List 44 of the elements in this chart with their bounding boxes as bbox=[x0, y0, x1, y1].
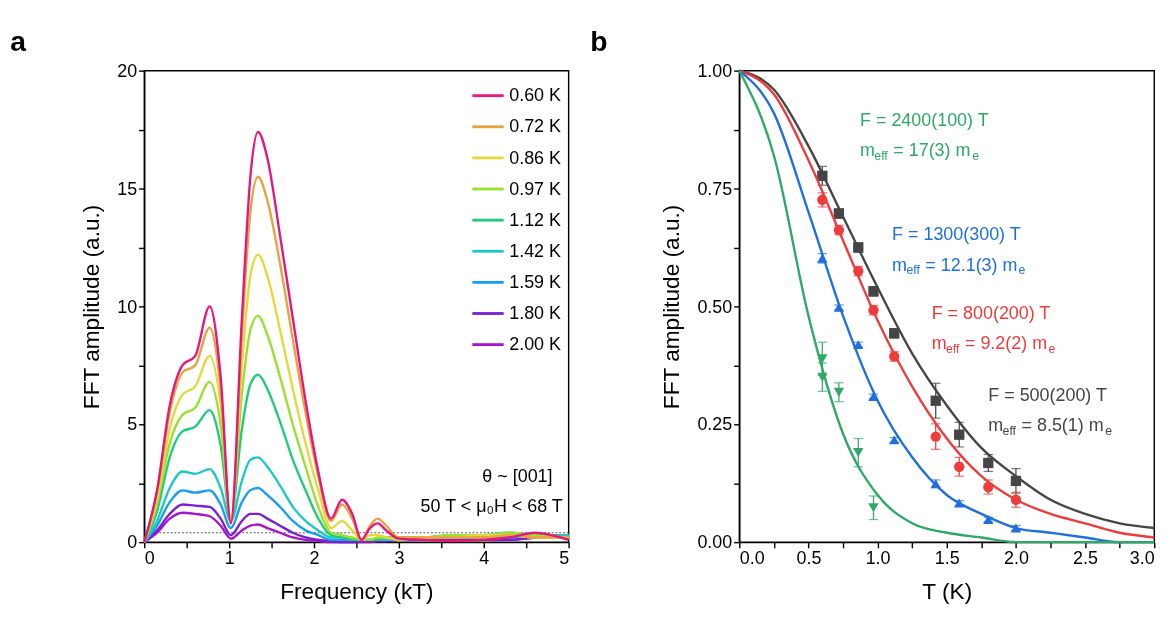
x-tick-label: 0.0 bbox=[739, 548, 765, 569]
legend-label: 1.42 K bbox=[509, 240, 562, 261]
x-tick-label: 1.5 bbox=[934, 548, 960, 569]
x-axis-title: T (K) bbox=[922, 579, 973, 605]
legend-label: 0.97 K bbox=[509, 178, 562, 199]
x-tick-label: 0 bbox=[144, 548, 155, 569]
x-axis-title: Frequency (kT) bbox=[280, 579, 434, 605]
x-tick-label: 4 bbox=[479, 548, 490, 569]
legend-label: 1.12 K bbox=[509, 209, 562, 230]
legend-label: 1.59 K bbox=[509, 272, 562, 293]
chart-title: a bbox=[10, 24, 27, 57]
annotation: 50 T < μ₀H < 68 T bbox=[420, 496, 563, 517]
x-tick-label: 2.0 bbox=[1003, 548, 1029, 569]
x-tick-label: 1.0 bbox=[865, 548, 891, 569]
y-axis-title: FFT amplitude (a.u.) bbox=[79, 204, 105, 410]
annotation: F = 1300(300) T bbox=[892, 224, 1021, 245]
annotation: F = 2400(100) T bbox=[860, 110, 989, 131]
legend-label: 2.00 K bbox=[509, 334, 562, 355]
y-tick-label: 20 bbox=[117, 60, 138, 81]
legend-label: 0.86 K bbox=[509, 147, 562, 168]
annotation: F = 800(200) T bbox=[931, 302, 1051, 323]
x-tick-label: 0.5 bbox=[796, 548, 822, 569]
x-tick-label: 3.0 bbox=[1129, 548, 1155, 569]
y-tick-label: 1.00 bbox=[697, 60, 733, 81]
x-tick-label: 5 bbox=[559, 548, 570, 569]
legend-label: 0.72 K bbox=[509, 116, 562, 137]
x-tick-label: 2.5 bbox=[1073, 548, 1099, 569]
annotation: θ ~ [001] bbox=[482, 465, 553, 486]
chart-title: b bbox=[590, 24, 608, 57]
y-tick-label: 5 bbox=[127, 414, 138, 435]
legend-label: 1.80 K bbox=[509, 303, 562, 324]
y-tick-label: 0.25 bbox=[697, 414, 733, 435]
y-tick-label: 0 bbox=[127, 532, 138, 553]
y-axis-title: FFT amplitude (a.u.) bbox=[659, 204, 685, 410]
y-tick-label: 15 bbox=[117, 178, 138, 199]
y-tick-label: 0.00 bbox=[697, 532, 733, 553]
y-tick-label: 0.50 bbox=[697, 296, 733, 317]
x-tick-label: 1 bbox=[224, 548, 235, 569]
x-tick-label: 2 bbox=[309, 548, 320, 569]
legend-label: 0.60 K bbox=[509, 85, 562, 106]
annotation: F = 500(200) T bbox=[988, 384, 1107, 405]
y-tick-label: 10 bbox=[117, 296, 138, 317]
x-tick-label: 3 bbox=[394, 548, 405, 569]
y-tick-label: 0.75 bbox=[697, 178, 733, 199]
